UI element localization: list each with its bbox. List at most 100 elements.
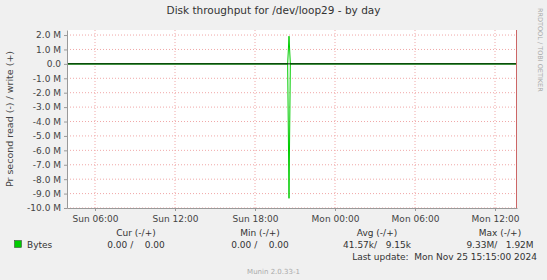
y-tick: -8.0 M	[33, 175, 67, 185]
tick-mark	[64, 93, 67, 94]
grid-line-x	[255, 30, 256, 208]
grid-line-y	[67, 92, 517, 93]
watermark: RRDTOOL / TOBI OETIKER	[536, 8, 544, 92]
x-tick: Mon 00:00	[312, 208, 360, 224]
x-tick: Mon 06:00	[392, 208, 440, 224]
tick-label: Mon 06:00	[392, 214, 440, 224]
tick-mark	[64, 194, 67, 195]
tick-label: Sun 12:00	[153, 214, 199, 224]
grid-line-y	[67, 193, 517, 194]
y-tick: -1.0 M	[33, 74, 67, 84]
tick-label: -10.0 M	[27, 203, 61, 213]
y-axis-title: Pr second read (-) / write (+)	[4, 51, 15, 187]
plot-area	[67, 30, 517, 208]
series-line	[67, 36, 517, 64]
y-tick: -6.0 M	[33, 146, 67, 156]
tick-label: -3.0 M	[33, 102, 61, 112]
grid-line-y	[67, 49, 517, 50]
grid-line-y	[67, 179, 517, 180]
tick-label: Mon 12:00	[472, 214, 520, 224]
grid-line-x	[175, 30, 176, 208]
legend-value: 0.00 / 0.00	[107, 240, 165, 250]
tick-label: -7.0 M	[33, 160, 61, 170]
tick-label: -9.0 M	[33, 189, 61, 199]
tick-label: Sun 18:00	[233, 214, 279, 224]
grid-line-y	[67, 150, 517, 151]
y-tick: -10.0 M	[27, 203, 67, 213]
title: Disk throughput for /dev/loop29 - by day	[167, 4, 381, 16]
grid-line-y	[67, 78, 517, 79]
y-tick: -7.0 M	[33, 160, 67, 170]
legend-column: Cur (-/+)	[116, 228, 155, 238]
footer: Munin 2.0.33-1	[247, 268, 300, 276]
legend-value: 41.57k/ 9.15k	[343, 240, 412, 250]
legend-column: Max (-/+)	[479, 228, 521, 238]
y-tick: -3.0 M	[33, 102, 67, 112]
y-tick: 2.0 M	[36, 30, 67, 40]
grid-line-y	[67, 35, 517, 36]
grid-line-y	[67, 208, 517, 209]
chart: 2.0 M 1.0 M 0.0 -1.0 M -2.0 M -3.0 M -4.0 M -5.…	[0, 0, 547, 280]
tick-label: -8.0 M	[33, 175, 61, 185]
tick-mark	[495, 208, 496, 211]
tick-mark	[64, 107, 67, 108]
x-tick: Sun 12:00	[153, 208, 199, 224]
tick-label: -6.0 M	[33, 146, 61, 156]
y-tick: -5.0 M	[33, 131, 67, 141]
tick-label: Mon 00:00	[312, 214, 360, 224]
series-line	[67, 64, 517, 198]
tick-label: -1.0 M	[33, 74, 61, 84]
tick-mark	[255, 208, 256, 211]
y-axis: 2.0 M 1.0 M 0.0 -1.0 M -2.0 M -3.0 M -4.0 M -5.…	[27, 30, 67, 213]
axis-line	[67, 31, 68, 209]
x-axis: Sun 06:00 Sun 12:00 Sun 18:00 Mon 00:00 Mon …	[68, 208, 520, 224]
tick-mark	[64, 122, 67, 123]
tick-label: 0.0	[47, 59, 62, 69]
x-tick: Sun 06:00	[73, 208, 119, 224]
tick-label: 1.0 M	[36, 45, 61, 55]
y-tick: -9.0 M	[33, 189, 67, 199]
y-tick: 1.0 M	[36, 45, 67, 55]
tick-label: Sun 06:00	[73, 214, 119, 224]
y-tick: -2.0 M	[33, 88, 67, 98]
legend: Cur (-/+) Min (-/+) Avg (-/+) Max (-/+) Byte…	[15, 228, 534, 250]
grid-line-y	[67, 164, 517, 165]
y-tick: 0.0	[47, 59, 67, 69]
tick-mark	[95, 208, 96, 211]
tick-mark	[335, 208, 336, 211]
legend-column: Avg (-/+)	[357, 228, 397, 238]
tick-mark	[64, 49, 67, 50]
tick-mark	[64, 208, 67, 209]
grid-line-y	[67, 121, 517, 122]
tick-mark	[64, 64, 67, 65]
tick-mark	[175, 208, 176, 211]
grid-line-x	[95, 30, 96, 208]
legend-label: Bytes	[27, 240, 53, 250]
y-tick: -4.0 M	[33, 117, 67, 127]
legend-value: 9.33M/ 1.92M	[466, 240, 533, 250]
legend-value: 0.00 / 0.00	[231, 240, 289, 250]
x-tick: Mon 12:00	[472, 208, 520, 224]
grid-line-y	[67, 135, 517, 136]
legend-swatch	[15, 241, 22, 248]
tick-mark	[64, 35, 67, 36]
zero-line	[67, 63, 517, 64]
data-layer	[67, 36, 517, 198]
tick-label: 2.0 M	[36, 30, 61, 40]
background	[0, 0, 547, 280]
tick-mark	[415, 208, 416, 211]
tick-label: -2.0 M	[33, 88, 61, 98]
axis-line	[68, 208, 518, 209]
tick-mark	[64, 150, 67, 151]
tick-mark	[64, 165, 67, 166]
grid-line-y	[67, 107, 517, 108]
legend-column: Min (-/+)	[240, 228, 280, 238]
tick-mark	[64, 136, 67, 137]
grid-line-x	[495, 30, 496, 208]
grid-line-x	[415, 30, 416, 208]
tick-mark	[64, 78, 67, 79]
grid-line-x	[335, 30, 336, 208]
tick-label: -4.0 M	[33, 117, 61, 127]
x-tick: Sun 18:00	[233, 208, 279, 224]
range-end	[516, 30, 517, 208]
